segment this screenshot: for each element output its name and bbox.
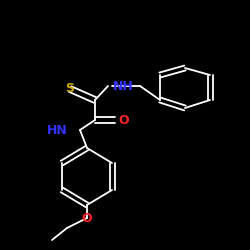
Text: NH: NH	[113, 80, 134, 92]
Text: O: O	[82, 212, 92, 224]
Text: S: S	[66, 82, 74, 96]
Text: O: O	[118, 114, 128, 126]
Text: HN: HN	[47, 124, 68, 136]
